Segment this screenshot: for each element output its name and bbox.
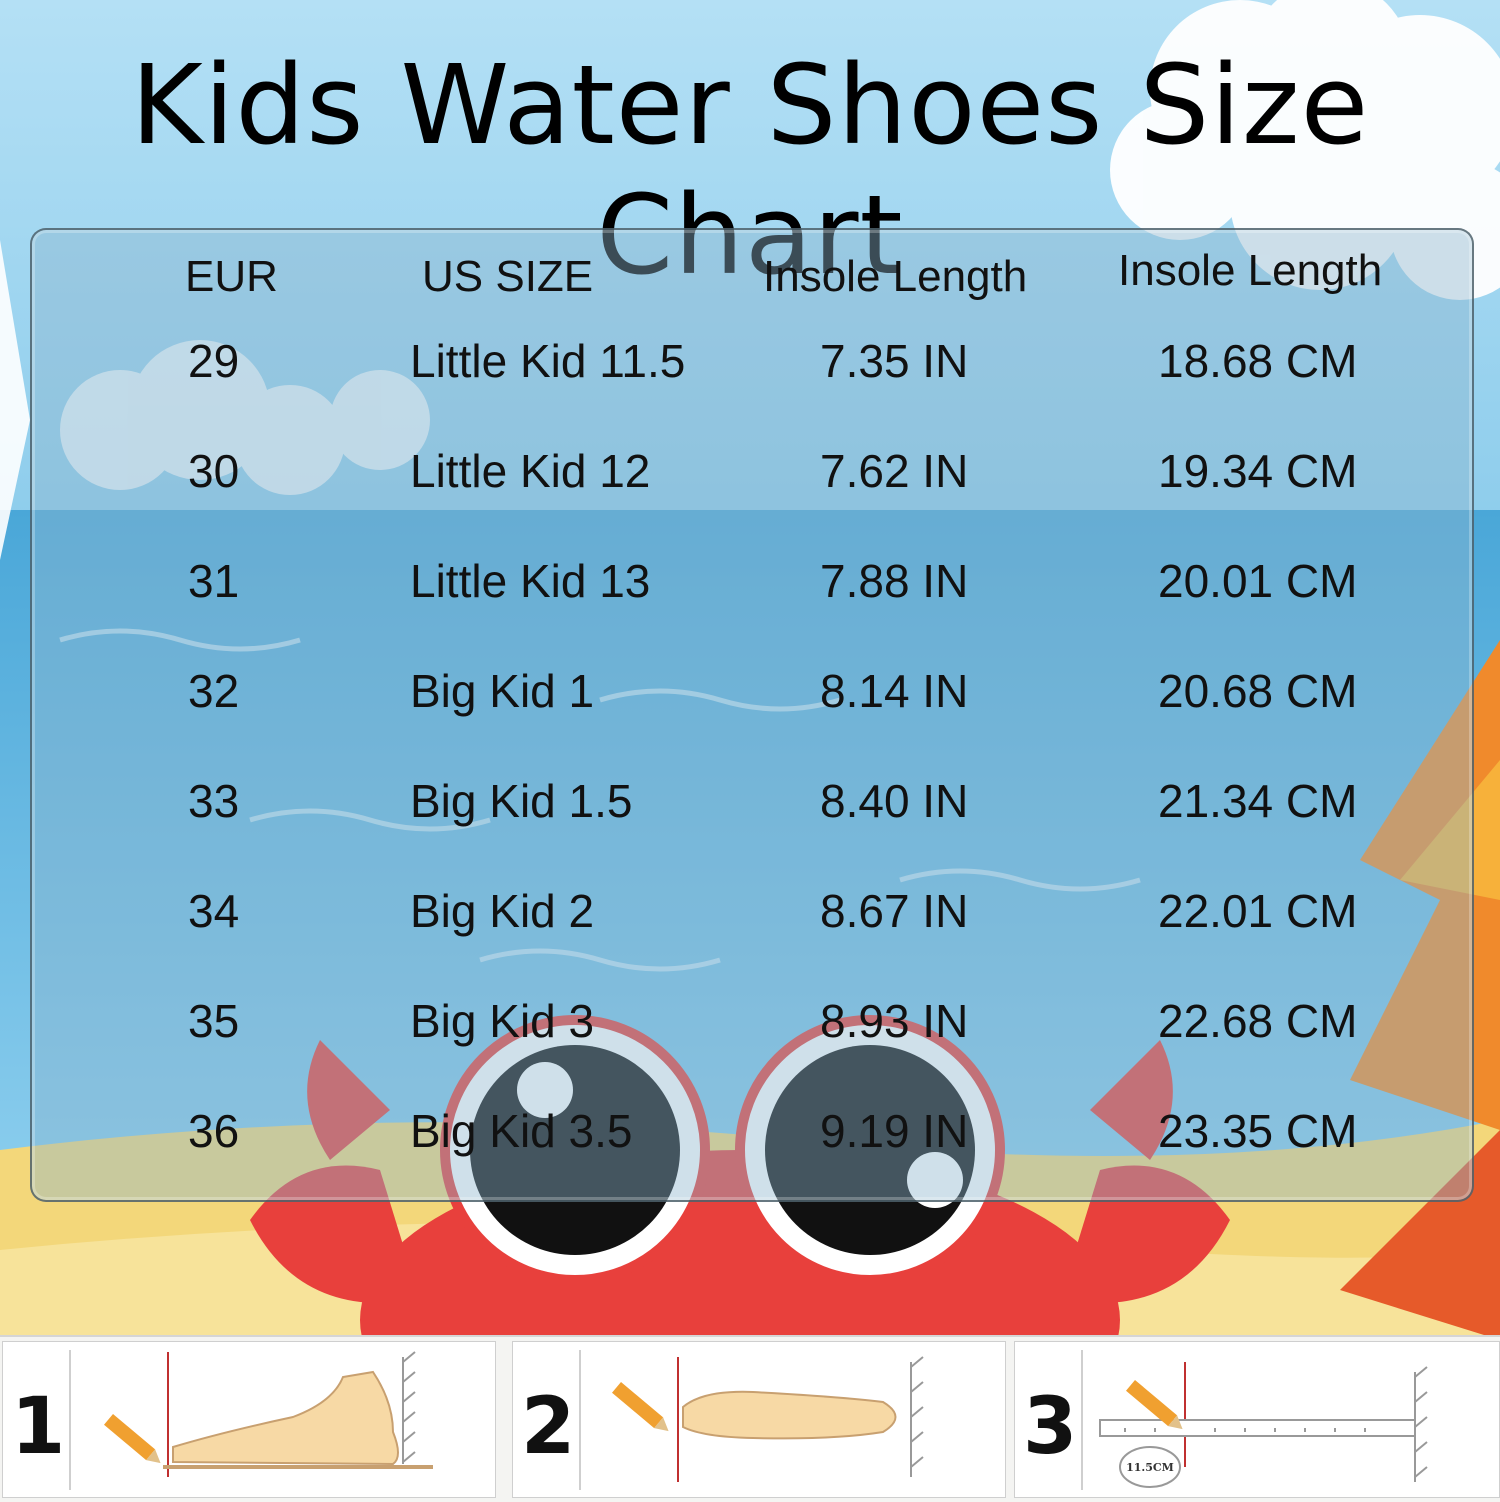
cell-insole-cm: 23.35 CM [1158, 1105, 1358, 1157]
table-row: 32 Big Kid 1 8.14 IN 20.68 CM [0, 664, 1500, 724]
table-row: 31 Little Kid 13 7.88 IN 20.01 CM [0, 554, 1500, 614]
cell-insole-in: 7.88 IN [820, 555, 969, 607]
cell-eur: 36 [188, 1105, 240, 1157]
cell-us-size: Big Kid 1 [410, 665, 595, 717]
cell-eur: 34 [188, 885, 240, 937]
table-row: 29 Little Kid 11.5 7.35 IN 18.68 CM [0, 334, 1500, 394]
step-2: 2 [512, 1341, 1006, 1498]
cell-eur: 33 [188, 775, 240, 827]
cell-insole-in: 8.40 IN [820, 775, 969, 827]
crab-icon [250, 1015, 1230, 1340]
step-1: 1 [2, 1341, 496, 1498]
cell-insole-in: 7.35 IN [820, 335, 969, 387]
ruler-label: 11.5CM [1126, 1461, 1174, 1474]
cell-us-size: Little Kid 11.5 [410, 335, 686, 387]
cell-insole-cm: 22.01 CM [1158, 885, 1358, 937]
cell-insole-in: 9.19 IN [820, 1105, 969, 1157]
cell-insole-in: 8.14 IN [820, 665, 969, 717]
cell-us-size: Little Kid 13 [410, 555, 651, 607]
header-eur: EUR [185, 252, 278, 301]
measurement-steps: 1 2 [0, 1335, 1500, 1502]
table-row: 34 Big Kid 2 8.67 IN 22.01 CM [0, 884, 1500, 944]
header-insole-length-in: Insole Length [763, 252, 1028, 301]
cell-insole-in: 8.67 IN [820, 885, 969, 937]
cell-eur: 30 [188, 445, 240, 497]
table-row: 35 Big Kid 3 8.93 IN 22.68 CM [0, 994, 1500, 1054]
cell-insole-cm: 19.34 CM [1158, 445, 1358, 497]
cell-us-size: Big Kid 3.5 [410, 1105, 633, 1157]
step-number: 1 [11, 1382, 66, 1472]
page-title: Kids Water Shoes Size Chart [130, 41, 1370, 299]
table-row: 36 Big Kid 3.5 9.19 IN 23.35 CM [0, 1104, 1500, 1164]
foot-top-measure-icon [612, 1356, 924, 1482]
cell-insole-in: 7.62 IN [820, 445, 969, 497]
size-table-panel [30, 228, 1474, 1202]
cell-insole-cm: 20.01 CM [1158, 555, 1358, 607]
cell-us-size: Big Kid 3 [410, 995, 595, 1047]
table-row: 30 Little Kid 12 7.62 IN 19.34 CM [0, 444, 1500, 504]
cell-eur: 31 [188, 555, 240, 607]
cell-eur: 29 [188, 335, 240, 387]
header-insole-length-cm: Insole Length [1118, 246, 1383, 295]
step-number: 2 [521, 1382, 576, 1472]
cell-us-size: Big Kid 1.5 [410, 775, 633, 827]
ruler-measure-icon: 11.5CM [1099, 1362, 1428, 1488]
table-row: 33 Big Kid 1.5 8.40 IN 21.34 CM [0, 774, 1500, 834]
cell-insole-cm: 20.68 CM [1158, 665, 1358, 717]
beach-background [0, 0, 1500, 1340]
cell-insole-in: 8.93 IN [820, 995, 969, 1047]
header-us-size: US SIZE [422, 252, 594, 301]
step-3: 3 11.5CM [1014, 1341, 1500, 1498]
foot-side-measure-icon [104, 1351, 433, 1477]
cell-insole-cm: 18.68 CM [1158, 335, 1358, 387]
cell-insole-cm: 22.68 CM [1158, 995, 1358, 1047]
cell-us-size: Big Kid 2 [410, 885, 595, 937]
cell-us-size: Little Kid 12 [410, 445, 651, 497]
cell-insole-cm: 21.34 CM [1158, 775, 1358, 827]
step-number: 3 [1023, 1382, 1078, 1472]
cell-eur: 35 [188, 995, 240, 1047]
cell-eur: 32 [188, 665, 240, 717]
